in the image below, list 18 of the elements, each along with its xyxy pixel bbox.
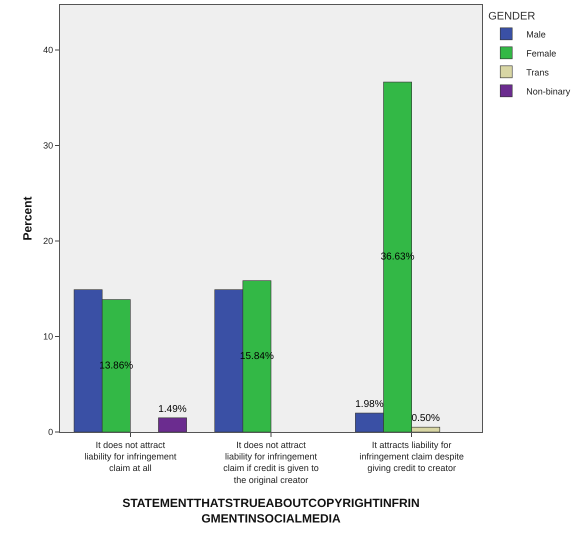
y-tick-label: 0 (48, 427, 54, 438)
data-label: 1.49% (158, 404, 187, 415)
legend-label: Female (526, 48, 556, 58)
y-tick-label: 40 (43, 45, 54, 56)
y-tick-label: 20 (43, 236, 54, 246)
y-axis-title: Percent (20, 196, 34, 241)
x-tick-label: It does not attract liability for infringement claim if credit is given to the original creator (223, 440, 319, 485)
y-tick-label: 10 (43, 332, 54, 342)
y-tick-label: 30 (43, 140, 54, 151)
bar (158, 417, 187, 432)
legend-label: Male (526, 29, 546, 40)
legend-title: GENDER (488, 10, 536, 22)
x-tick-label: It attracts liability for infringement claim despite giving credit to creator (359, 440, 464, 474)
x-axis-title: STATEMENTTHATSTRUEABOUTCOPYRIGHTINFRINGMENTINSOCIALMEDIA (122, 496, 420, 526)
x-tick-label: It does not attract liability for infringement claim at all (84, 440, 177, 474)
data-label: 1.98% (355, 399, 384, 410)
legend-label: Trans (526, 67, 550, 78)
legend-label: Non-binary (526, 86, 571, 96)
